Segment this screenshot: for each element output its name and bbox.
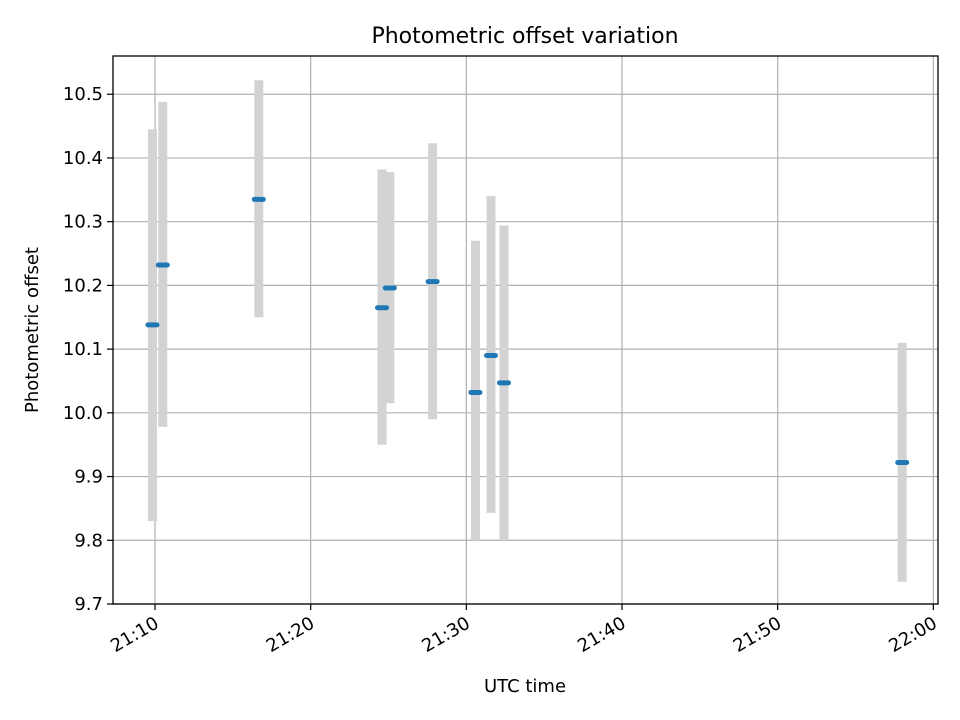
y-axis-ticks: 9.7 9.8 9.9 10.0 10.1 10.2 10.3 10.4 10.5 xyxy=(63,84,113,615)
x-tick-label: 21:40 xyxy=(574,613,629,657)
data-markers xyxy=(145,196,910,466)
y-tick-label: 10.1 xyxy=(63,339,103,360)
x-axis-ticks: 21:10 21:20 21:30 21:40 21:50 22:00 xyxy=(107,604,941,657)
y-axis-label: Photometric offset xyxy=(22,247,43,413)
x-axis-label: UTC time xyxy=(484,676,566,697)
plot-frame xyxy=(112,55,939,605)
x-tick-label: 21:10 xyxy=(107,613,162,657)
x-tick-label: 21:50 xyxy=(730,613,785,657)
error-bars xyxy=(147,80,907,582)
y-tick-label: 10.0 xyxy=(63,403,103,424)
x-tick-label: 21:20 xyxy=(263,613,318,657)
y-tick-label: 10.3 xyxy=(63,212,103,233)
x-tick-label: 22:00 xyxy=(885,613,940,657)
x-tick-label: 21:30 xyxy=(418,613,473,657)
y-tick-label: 9.9 xyxy=(74,467,103,488)
grid xyxy=(113,56,938,605)
y-tick-label: 9.7 xyxy=(74,594,103,615)
y-tick-label: 10.5 xyxy=(63,84,103,105)
chart-title: Photometric offset variation xyxy=(371,24,678,49)
y-tick-label: 10.2 xyxy=(63,275,103,296)
y-tick-label: 9.8 xyxy=(74,530,103,551)
y-tick-label: 10.4 xyxy=(63,148,103,169)
